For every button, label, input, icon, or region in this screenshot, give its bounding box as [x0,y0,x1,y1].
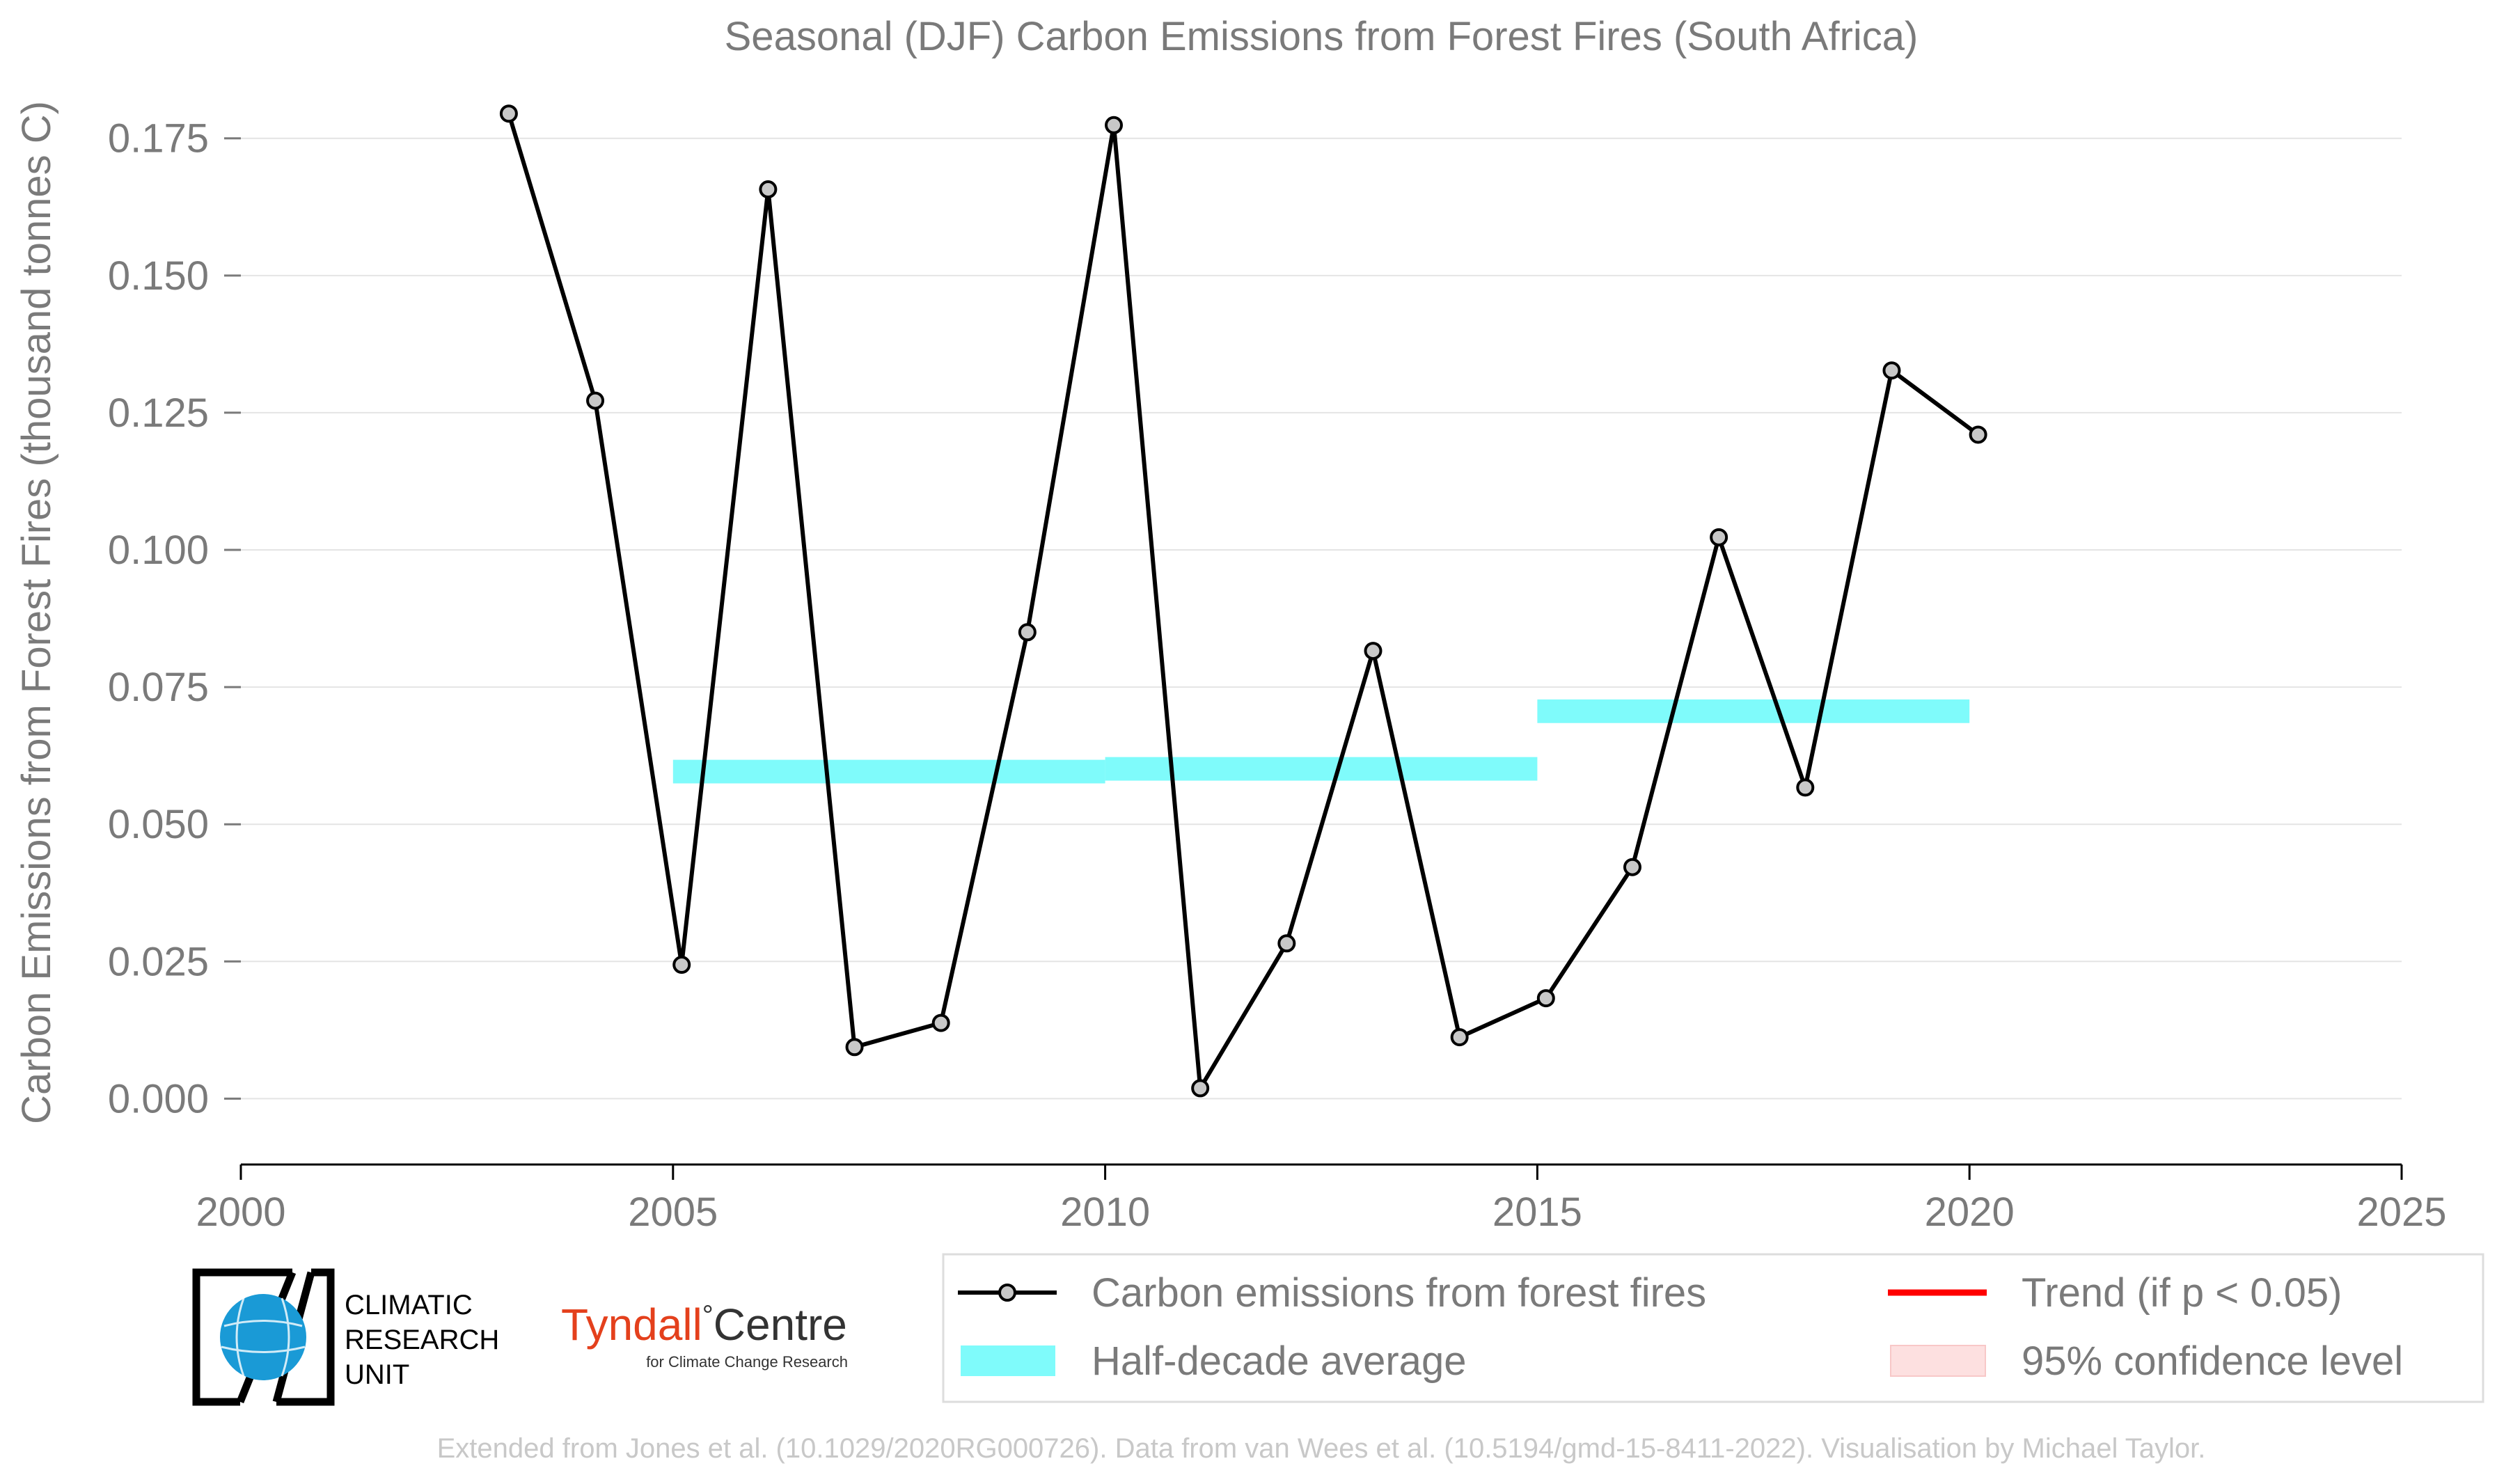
y-tick-labels: 0.000 0.025 0.050 0.075 0.100 0.125 0.150 0.175 [108,116,209,1122]
y-tick-label: 0.075 [108,665,209,710]
y-tick-label: 0.025 [108,939,209,984]
half-decade-average-bar [672,759,1105,784]
legend-symbol-confidence [1890,1345,1986,1377]
x-tick-label: 2005 [628,1190,718,1235]
cru-label-line-1: CLIMATIC [345,1290,473,1320]
data-point [845,1038,864,1057]
legend-symbol-average [961,1345,1055,1376]
globe-lines-icon [221,1297,306,1377]
data-point [1364,642,1383,661]
legend-marker-series [998,1284,1016,1302]
series-markers [499,104,1987,1098]
globe-icon [220,1294,306,1380]
half-decade-average-bar [1105,757,1538,781]
x-ticks: 2000 2005 2010 2015 2020 2025 [196,1165,2447,1235]
y-tick-label: 0.000 [108,1076,209,1121]
data-point [1882,361,1901,380]
data-point [499,104,518,123]
x-tick-label: 2010 [1060,1190,1150,1235]
legend: Carbon emissions from forest fires Trend… [942,1253,2484,1403]
y-tick-label: 0.050 [108,802,209,847]
credit-text: Extended from Jones et al. (10.1029/2020… [437,1433,2206,1464]
tyndall-logo: Tyndall°Centre for Climate Change Resear… [561,1300,848,1371]
x-tick-label: 2015 [1492,1190,1582,1235]
tyndall-degree: ° [702,1300,714,1331]
cru-frame-icon [192,1268,335,1406]
chart-title: Seasonal (DJF) Carbon Emissions from For… [725,14,1919,59]
legend-label-trend: Trend (if p < 0.05) [2022,1270,2342,1316]
data-point [1450,1028,1469,1047]
data-point [1191,1079,1210,1098]
cru-label-line-3: UNIT [345,1359,409,1390]
tyndall-word: Tyndall [561,1300,702,1350]
data-point [1018,623,1037,642]
half-decade-average-bars [672,699,1970,784]
y-tick-label: 0.175 [108,116,209,161]
gridlines [224,137,2402,1100]
y-tick-label: 0.125 [108,390,209,436]
tyndall-centre-word: Centre [714,1300,847,1350]
y-tick-label: 0.150 [108,253,209,299]
data-point [1623,858,1641,876]
cru-label-line-2: RESEARCH [345,1325,499,1355]
data-point [1710,528,1728,546]
tyndall-wordmark: Tyndall°Centre [561,1300,847,1350]
series-line-carbon-emissions [507,113,1980,1091]
data-point [586,391,605,410]
x-tick-label: 2025 [2356,1190,2446,1235]
x-tick-label: 2000 [196,1190,285,1235]
data-point [1536,989,1555,1008]
data-point [1969,425,1987,444]
x-tick-label: 2020 [1925,1190,2015,1235]
legend-label-confidence: 95% confidence level [2022,1339,2403,1384]
data-point [1796,778,1815,797]
legend-frame [942,1253,2484,1403]
legend-label-series: Carbon emissions from forest fires [1092,1270,1706,1316]
data-point [931,1013,950,1032]
half-decade-average-bar [1537,699,1970,723]
y-axis-label: Carbon Emissions from Forest Fires (thou… [14,101,59,1124]
data-point [1105,116,1124,134]
legend-label-average: Half-decade average [1092,1339,1466,1384]
data-point [1277,934,1296,953]
data-point [759,180,778,199]
y-tick-label: 0.100 [108,528,209,573]
data-point [672,956,691,974]
cru-logo: CLIMATIC RESEARCH UNIT [192,1268,499,1406]
tyndall-subtitle: for Climate Change Research [646,1353,848,1371]
